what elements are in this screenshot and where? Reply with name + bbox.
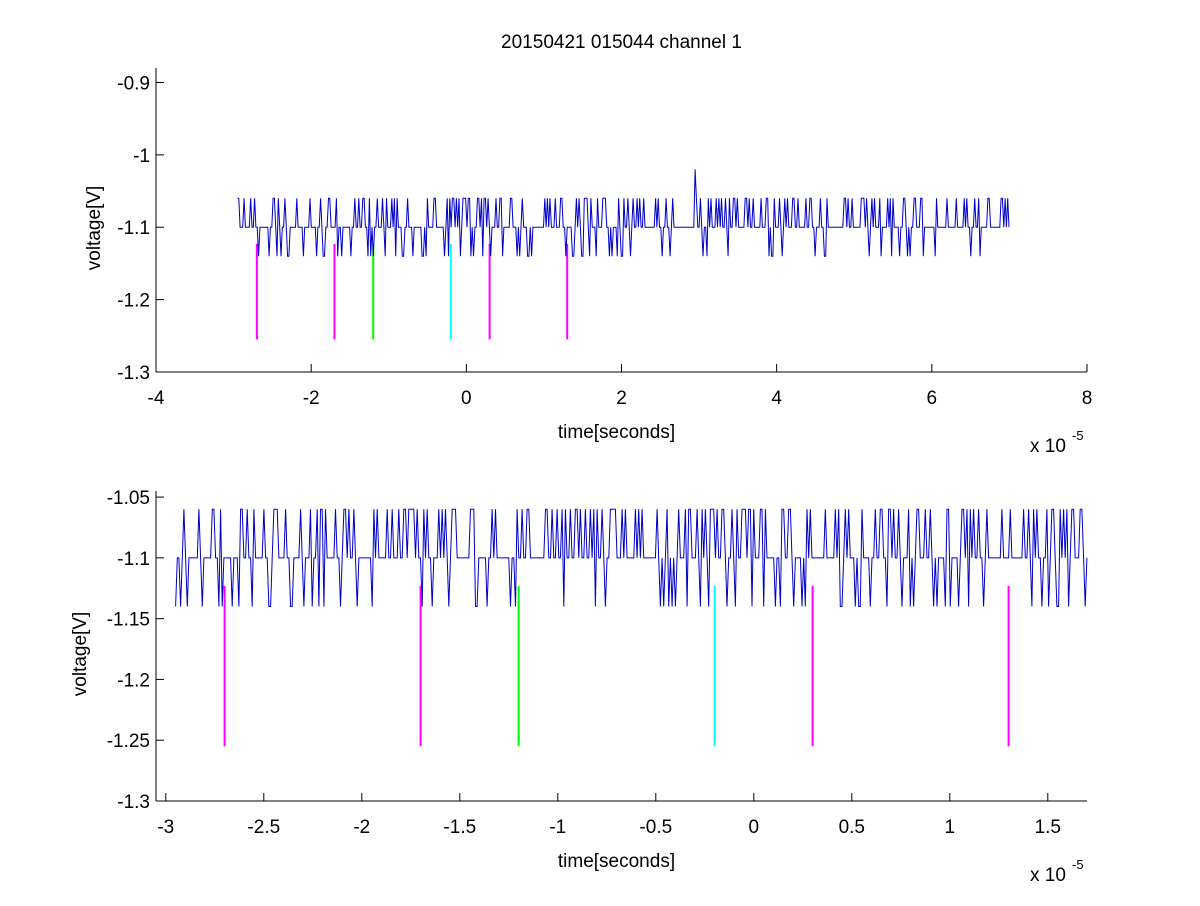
top-chart: 20150421 015044 channel 1 -4 -2 0 2 4 6 8 -1.3… (84, 32, 1092, 457)
x-tick-label: 6 (927, 388, 938, 409)
x-axis-label: time[seconds] (558, 851, 675, 872)
voltage-trace (237, 169, 1010, 257)
y-tick-label: -1.25 (107, 731, 150, 752)
x-tick-label: -4 (148, 388, 165, 409)
x-axis-label: time[seconds] (558, 422, 675, 443)
x-tick-label: -1.5 (443, 817, 476, 838)
y-ticks: -1.3 -1.25 -1.2 -1.15 -1.1 -1.05 (107, 488, 164, 813)
y-tick-label: -1 (133, 146, 150, 167)
y-ticks: -1.3 -1.2 -1.1 -1 -0.9 (117, 73, 164, 384)
y-tick-label: -1.2 (117, 670, 150, 691)
y-tick-label: -1.1 (117, 218, 150, 239)
x-tick-label: 4 (771, 388, 782, 409)
marker-lines (255, 243, 569, 340)
x-multiplier-exponent: -5 (1072, 428, 1084, 443)
y-tick-label: -0.9 (117, 73, 150, 94)
x-tick-label: -2.5 (247, 817, 280, 838)
y-axis-label: voltage[V] (84, 186, 105, 271)
axes-frame (155, 491, 1087, 802)
x-tick-label: 0 (461, 388, 472, 409)
chart-title: 20150421 015044 channel 1 (501, 32, 742, 53)
x-tick-label: 2 (616, 388, 627, 409)
y-tick-label: -1.3 (117, 363, 150, 384)
x-tick-label: -3 (157, 817, 174, 838)
x-multiplier-label: x 10 (1030, 865, 1066, 886)
x-tick-label: 0.5 (839, 817, 865, 838)
voltage-trace (175, 508, 1088, 607)
x-tick-label: -1 (549, 817, 566, 838)
x-tick-label: 1.5 (1035, 817, 1061, 838)
x-tick-label: -2 (303, 388, 320, 409)
y-tick-label: -1.05 (107, 488, 150, 509)
x-tick-label: 8 (1082, 388, 1093, 409)
marker-lines (223, 585, 1010, 747)
y-tick-label: -1.1 (117, 549, 150, 570)
y-tick-label: -1.2 (117, 291, 150, 312)
bottom-chart: -3 -2.5 -2 -1.5 -1 -0.5 0 0.5 1 1.5 -1.3 -1.25 -1.2… (70, 488, 1088, 886)
x-ticks: -3 -2.5 -2 -1.5 -1 -0.5 0 0.5 1 1.5 (157, 793, 1061, 838)
x-tick-label: 1 (945, 817, 956, 838)
x-multiplier-exponent: -5 (1072, 857, 1084, 872)
x-multiplier-label: x 10 (1030, 436, 1066, 457)
x-ticks: -4 -2 0 2 4 6 8 (148, 364, 1093, 409)
y-axis-label: voltage[V] (70, 612, 91, 697)
x-tick-label: -0.5 (639, 817, 672, 838)
y-tick-label: -1.15 (107, 610, 150, 631)
x-tick-label: 0 (749, 817, 760, 838)
x-tick-label: -2 (353, 817, 370, 838)
y-tick-label: -1.3 (117, 792, 150, 813)
